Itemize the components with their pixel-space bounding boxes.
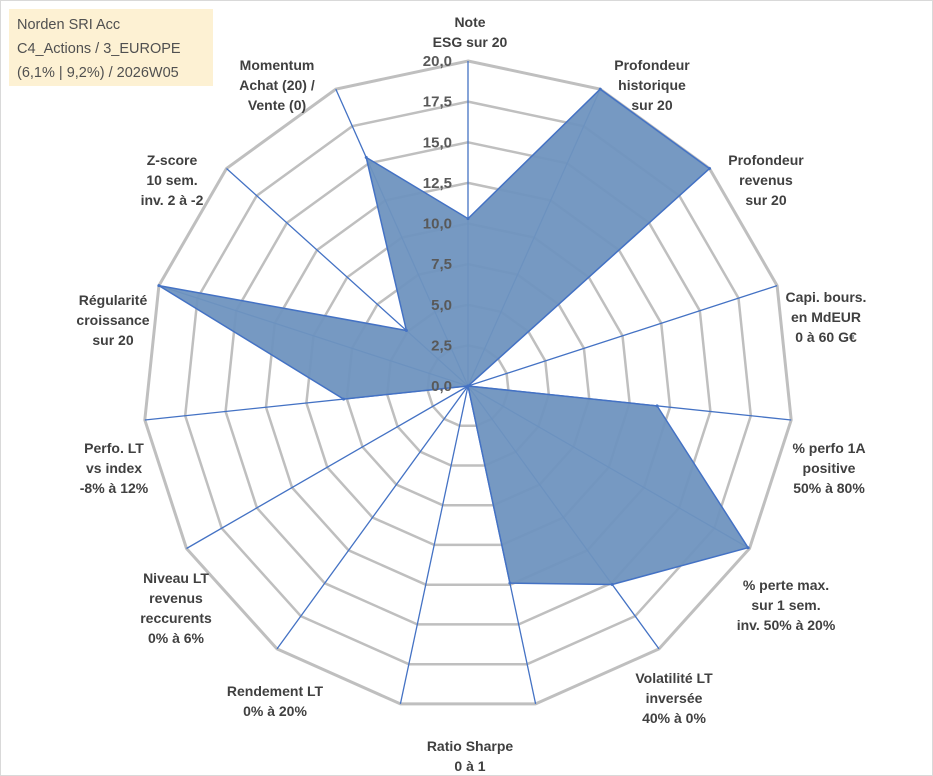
fund-category: C4_Actions / 3_EUROPE [17,41,181,57]
data-point [655,404,659,408]
axis-spoke [399,385,469,705]
data-point [466,217,470,221]
tick-label: 5,0 [431,297,452,314]
axis-label: Régularité croissance sur 20 [76,292,149,348]
axis-label: Note ESG sur 20 [433,14,508,50]
grid-ring [183,100,753,666]
axis-spoke [467,284,778,387]
axis-label: Perfo. LT vs index -8% à 12% [80,440,149,496]
data-point [364,155,368,159]
axis-label: Ratio Sharpe 0 à 1 [427,738,514,774]
tick-label: 12,5 [423,175,452,192]
axis-label: Capi. bours. en MdEUR 0 à 60 G€ [786,289,867,345]
axis-label: % perfo 1A positive 50% à 80% [792,440,865,496]
tick-label: 7,5 [431,256,452,273]
data-point [466,384,470,388]
axis-labels: Note ESG sur 20 Profondeur historique sur 20… [76,14,866,774]
data-point [342,397,346,401]
fund-name: Norden SRI Acc [17,17,121,33]
tick-label: 2,5 [431,337,452,354]
axis-spoke [276,385,469,650]
grid-ring [143,59,793,706]
fund-info-box: Norden SRI Acc C4_Actions / 3_EUROPE (6,… [9,9,213,86]
series-area [158,88,750,586]
axis-label: % perte max. sur 1 sem. inv. 50% à 20% [737,577,836,633]
axis-label: Niveau LT revenus reccurents 0% à 6% [140,570,212,646]
data-point [598,87,602,91]
data-point [610,583,614,586]
tick-label: 17,5 [423,94,452,111]
axis-label: Z-score 10 sem. inv. 2 à -2 [141,152,204,208]
axis-label: Momentum Achat (20) / Vente (0) [239,57,315,113]
tick-label: 0,0 [431,378,452,395]
grid-ring [224,141,712,626]
radial-tick-labels: 0,0 2,5 5,0 7,5 10,0 12,5 15,0 17,5 20,0 [423,53,452,395]
data-point [708,167,711,170]
data-point [746,546,750,550]
data-point [404,329,408,332]
axis-label: Profondeur historique sur 20 [614,57,690,113]
data-point [157,284,161,288]
axis-label: Profondeur revenus sur 20 [728,152,804,208]
data-point [508,581,512,585]
axis-label: Rendement LT 0% à 20% [227,683,324,719]
grid-ring [305,222,631,547]
fund-stats: (6,1% | 9,2%) / 2026W05 [17,65,179,81]
tick-label: 10,0 [423,216,452,233]
tick-label: 20,0 [423,53,452,70]
radar-series [157,87,750,586]
tick-label: 15,0 [423,134,452,151]
axis-label: Volatilité LT inversée 40% à 0% [635,670,713,726]
grid-ring [264,181,672,586]
axis-spoke [186,385,469,550]
